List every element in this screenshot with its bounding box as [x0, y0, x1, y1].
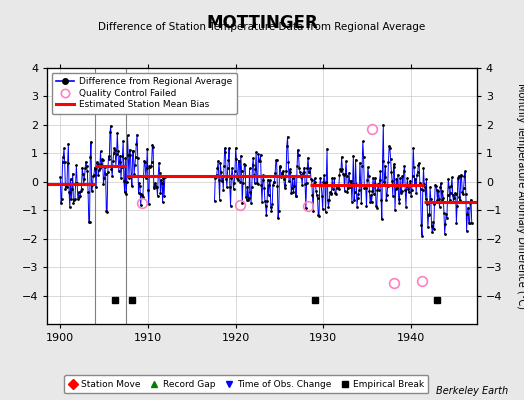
- Legend: Station Move, Record Gap, Time of Obs. Change, Empirical Break: Station Move, Record Gap, Time of Obs. C…: [64, 376, 428, 394]
- Y-axis label: Monthly Temperature Anomaly Difference (°C): Monthly Temperature Anomaly Difference (…: [516, 83, 524, 309]
- Text: Difference of Station Temperature Data from Regional Average: Difference of Station Temperature Data f…: [99, 22, 425, 32]
- Legend: Difference from Regional Average, Quality Control Failed, Estimated Station Mean: Difference from Regional Average, Qualit…: [52, 72, 236, 114]
- Text: Berkeley Earth: Berkeley Earth: [436, 386, 508, 396]
- Text: MOTTINGER: MOTTINGER: [206, 14, 318, 32]
